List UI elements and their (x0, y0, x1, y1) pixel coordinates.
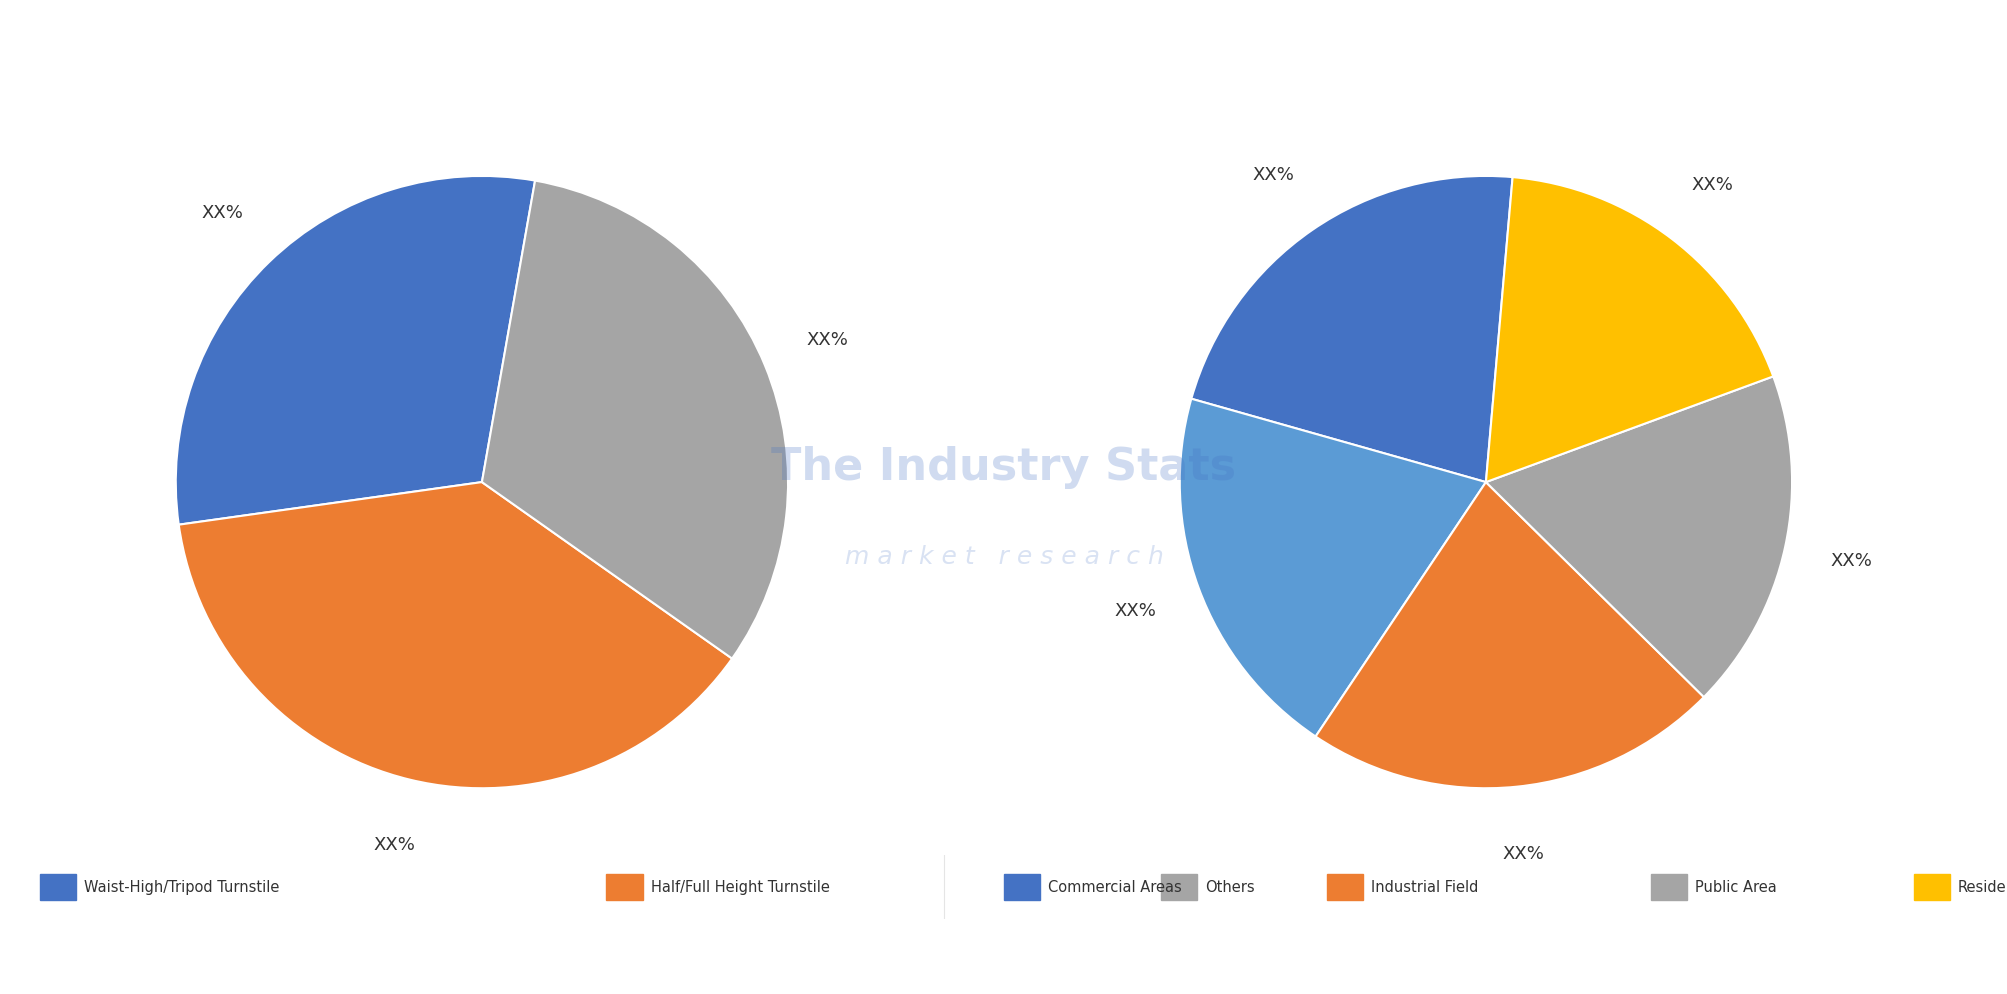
Bar (40, 875, 76, 901)
Text: m a r k e t   r e s e a r c h: m a r k e t r e s e a r c h (845, 545, 1162, 569)
Text: XX%: XX% (1501, 845, 1543, 863)
Text: XX%: XX% (201, 205, 243, 223)
Text: Public Area: Public Area (1694, 880, 1776, 895)
Text: The Industry Stats: The Industry Stats (771, 445, 1236, 489)
Text: Residential: Residential (1957, 880, 2007, 895)
Text: Others: Others (1204, 880, 1254, 895)
Text: XX%: XX% (373, 836, 415, 854)
Wedge shape (1315, 482, 1704, 788)
Text: XX%: XX% (1692, 176, 1732, 195)
Bar (1004, 875, 1040, 901)
Bar (1913, 875, 1949, 901)
Wedge shape (179, 482, 733, 788)
Wedge shape (177, 176, 534, 525)
Text: XX%: XX% (1828, 552, 1871, 570)
Wedge shape (1485, 177, 1772, 482)
Text: XX%: XX% (1252, 166, 1295, 184)
Bar (1327, 875, 1363, 901)
Text: Waist-High/Tripod Turnstile: Waist-High/Tripod Turnstile (84, 880, 279, 895)
Text: XX%: XX% (1114, 602, 1156, 620)
Wedge shape (1190, 176, 1511, 482)
Text: Email: sales@theindustrystats.com: Email: sales@theindustrystats.com (743, 947, 1098, 966)
Bar (1650, 875, 1686, 901)
Text: Fig. Global Turnstile Market Share by Product Types & Application: Fig. Global Turnstile Market Share by Pr… (24, 33, 1058, 61)
Wedge shape (1180, 399, 1485, 737)
Text: Half/Full Height Turnstile: Half/Full Height Turnstile (650, 880, 829, 895)
Text: Website: www.theindustrystats.com: Website: www.theindustrystats.com (1445, 947, 1812, 966)
Text: Commercial Areas: Commercial Areas (1048, 880, 1182, 895)
Wedge shape (1485, 377, 1790, 697)
Wedge shape (482, 181, 787, 659)
Bar (1160, 875, 1196, 901)
Text: Industrial Field: Industrial Field (1371, 880, 1477, 895)
Text: Source: Theindustrystats Analysis: Source: Theindustrystats Analysis (20, 947, 365, 966)
Text: XX%: XX% (807, 331, 847, 349)
Bar (606, 875, 642, 901)
